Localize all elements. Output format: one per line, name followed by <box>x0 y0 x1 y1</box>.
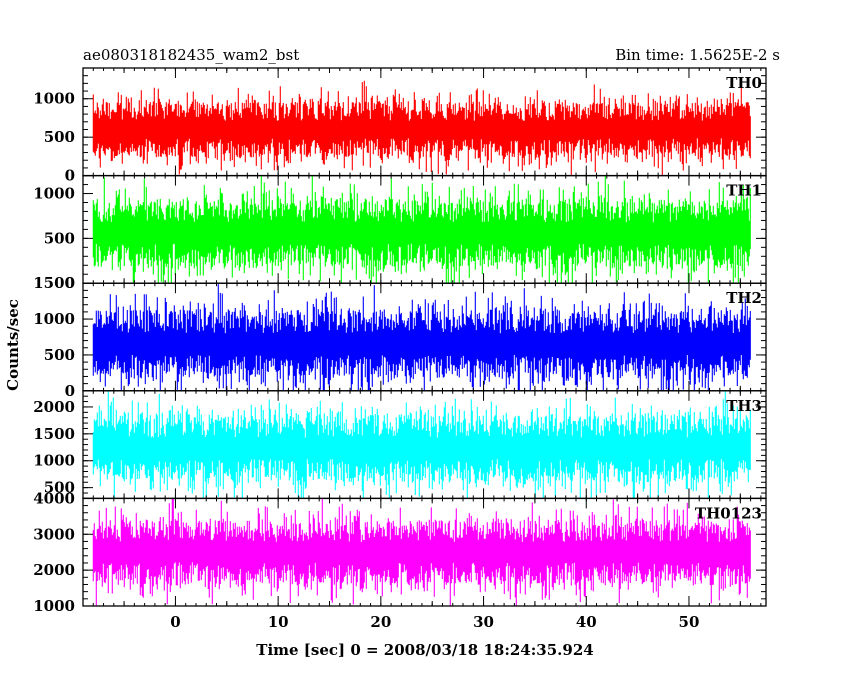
x-tick-label: 30 <box>473 613 494 631</box>
y-tick-label: 500 <box>44 346 75 364</box>
x-tick-label: 40 <box>576 613 597 631</box>
y-tick-label: 1500 <box>33 425 75 443</box>
y-tick-label: 1000 <box>33 452 75 470</box>
panel-th3: 500 1000 1500 2000 TH3 <box>33 390 767 500</box>
y-tick-label: 500 <box>44 128 75 146</box>
panel-label: TH2 <box>726 289 762 307</box>
x-tick-labels: 0 10 20 30 40 50 <box>170 613 699 631</box>
y-tick-label: 0 <box>65 382 75 400</box>
panel-frame <box>82 497 767 607</box>
panel-th0123: 1000 2000 3000 4000 TH0123 <box>33 489 767 615</box>
y-tick-label: 500 <box>44 479 75 497</box>
series-th3 <box>92 390 751 499</box>
chart-title-right: Bin time: 1.5625E-2 s <box>615 46 780 64</box>
y-tick-label: 4000 <box>33 489 75 507</box>
y-axis-label: Counts/sec <box>4 299 22 391</box>
y-tick-label: 1000 <box>33 597 75 615</box>
y-tick-label: 500 <box>44 229 75 247</box>
y-tick-label: 0 <box>65 167 75 185</box>
y-tick-label: 2000 <box>33 398 75 416</box>
panel-label: TH0123 <box>695 504 762 522</box>
chart-title-left: ae080318182435_wam2_bst <box>83 46 299 64</box>
x-tick-label: 50 <box>679 613 700 631</box>
series-th0123 <box>92 498 751 606</box>
x-tick-label: 0 <box>170 613 180 631</box>
y-tick-label: 1000 <box>33 310 75 328</box>
panel-th1: 0 500 1000 TH1 <box>33 174 767 292</box>
panel-th2: 0 500 1000 1500 TH2 <box>33 274 767 400</box>
y-tick-label: 1000 <box>33 90 75 108</box>
x-axis-label: Time [sec] 0 = 2008/03/18 18:24:35.924 <box>256 641 593 659</box>
series-th1 <box>92 175 751 284</box>
panel-th0: 0 500 1000 TH0 <box>33 67 767 185</box>
series-th0 <box>92 80 751 176</box>
panel-label: TH1 <box>726 182 762 200</box>
series-th2 <box>92 284 751 391</box>
panels-group: 0 500 1000 TH0 0 500 1000 TH1 0 500 1000 1500 TH2 500… <box>33 67 767 615</box>
y-tick-label: 1000 <box>33 185 75 203</box>
y-tick-label: 2000 <box>33 561 75 579</box>
y-tick-label: 1500 <box>33 274 75 292</box>
x-tick-label: 10 <box>268 613 289 631</box>
panel-label: TH0 <box>726 74 762 92</box>
panel-label: TH3 <box>726 397 762 415</box>
x-tick-label: 20 <box>370 613 391 631</box>
y-tick-label: 3000 <box>33 525 75 543</box>
y-tick-label: 0 <box>65 274 75 292</box>
